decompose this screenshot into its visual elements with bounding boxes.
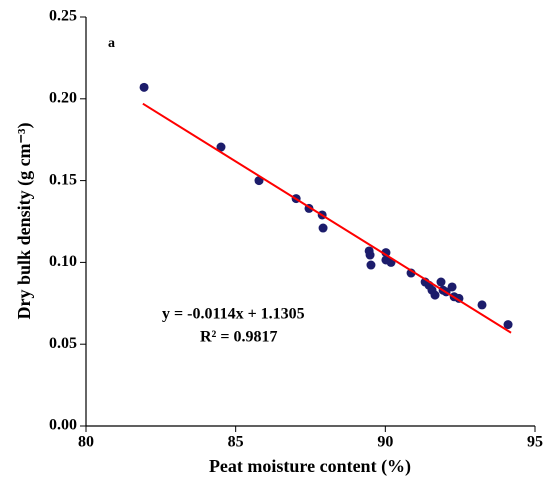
- x-tick-label: 95: [527, 434, 543, 451]
- point: [430, 290, 440, 300]
- point: [139, 82, 149, 92]
- point: [366, 260, 376, 270]
- x-tick-label: 90: [377, 434, 393, 451]
- x-tick-label: 80: [78, 434, 94, 451]
- equation: y = -0.0114x + 1.1305: [162, 306, 305, 323]
- point: [436, 277, 446, 287]
- point: [365, 250, 375, 260]
- r-squared: R² = 0.9817: [200, 329, 277, 346]
- y-tick-label: 0.15: [49, 171, 77, 188]
- point: [447, 282, 457, 292]
- y-tick-label: 0.00: [49, 417, 77, 434]
- point: [381, 248, 391, 258]
- x-axis-label: Peat moisture content (%): [209, 456, 411, 477]
- point: [318, 223, 328, 233]
- point: [477, 300, 487, 310]
- x-tick-label: 85: [228, 434, 244, 451]
- y-tick-label: 0.25: [49, 8, 77, 25]
- y-axis-label: Dry bulk density (g cm⁻³): [14, 123, 35, 320]
- point: [503, 320, 513, 330]
- panel-label: a: [108, 36, 115, 51]
- y-tick-label: 0.05: [49, 335, 77, 352]
- trend-line: [142, 102, 512, 334]
- point: [216, 142, 226, 152]
- y-tick-label: 0.20: [49, 89, 77, 106]
- y-tick-label: 0.10: [49, 253, 77, 270]
